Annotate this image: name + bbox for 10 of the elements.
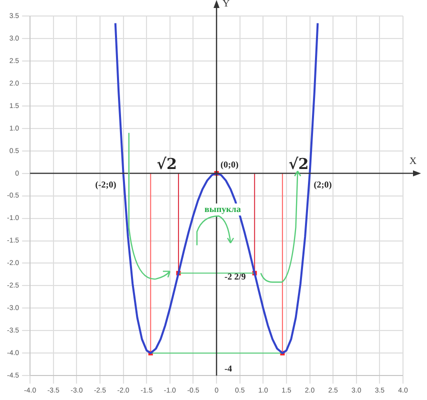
annotation: -2 2/9 — [224, 271, 246, 282]
annotation: √2 — [288, 155, 309, 174]
annotation: √2 — [156, 155, 177, 174]
annotation: -4 — [224, 363, 233, 374]
annotation: (0;0) — [220, 160, 239, 170]
annotation: (2;0) — [314, 180, 332, 190]
annotation: (-2;0) — [95, 180, 116, 190]
x-axis-title: X — [409, 156, 418, 167]
annotation: выпукла — [204, 204, 242, 214]
y-axis-title: Y — [222, 0, 230, 10]
